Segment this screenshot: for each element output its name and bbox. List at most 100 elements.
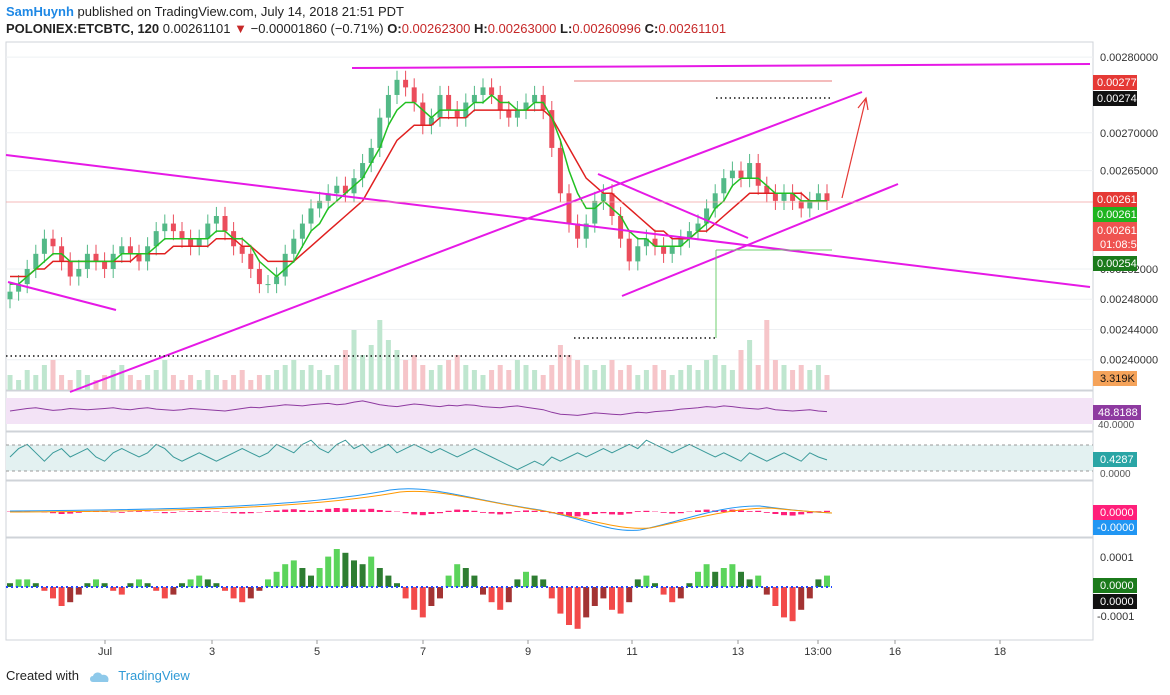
histogram-bar <box>204 579 211 587</box>
time-tick-label: 16 <box>889 646 901 658</box>
volume-bar <box>669 375 675 390</box>
histogram-tick-bottom: -0.0001 <box>1097 611 1134 623</box>
candle-body <box>514 110 520 118</box>
histogram-bar <box>419 587 426 618</box>
macd-bar <box>402 512 409 514</box>
candle-body <box>265 284 271 286</box>
candle-body <box>420 102 426 126</box>
histogram-bar <box>566 587 572 625</box>
histogram-bar <box>299 568 306 587</box>
histogram-bar <box>548 587 555 599</box>
author-name[interactable]: SamHuynh <box>6 4 74 19</box>
histogram-bar <box>411 587 418 610</box>
histogram-bar <box>230 587 237 599</box>
volume-bar <box>609 360 615 390</box>
candle-body <box>205 223 211 239</box>
descending-trendline[interactable] <box>5 154 1091 288</box>
volume-bar <box>377 320 383 390</box>
histogram-bar <box>531 575 538 587</box>
histogram-bar <box>32 583 39 587</box>
price-tick-label: 0.00270000 <box>1100 128 1158 140</box>
volume-bar <box>747 340 753 390</box>
drawings[interactable] <box>5 63 1093 393</box>
candle-body <box>557 147 563 194</box>
resistance-line[interactable] <box>351 63 1091 69</box>
volume-bar <box>7 375 13 390</box>
volume-bar <box>721 365 727 390</box>
histogram-bar <box>686 583 693 587</box>
projection-arrow[interactable] <box>841 97 867 199</box>
ascending-trendline[interactable] <box>69 91 863 393</box>
histogram-bar <box>247 587 254 599</box>
candle-body <box>712 193 718 209</box>
tag-slow-ma: 0.00261500 <box>1097 194 1155 206</box>
histogram-bar <box>643 575 650 587</box>
candle-body <box>403 79 409 88</box>
macd-bar <box>67 512 74 514</box>
volume-bar <box>256 375 262 390</box>
time-axis[interactable]: Jul 3 5 7 9 11 13 13:00 16 18 <box>98 640 1006 658</box>
macd-bar <box>815 511 822 512</box>
macd-bar <box>781 512 787 516</box>
volume-bar <box>635 375 641 390</box>
short-trendline[interactable] <box>7 281 117 311</box>
volume-bar <box>127 375 133 390</box>
macd-bar <box>376 510 383 512</box>
candle-body <box>162 223 168 232</box>
macd-bar <box>540 511 547 512</box>
macd-bar <box>471 510 478 512</box>
candle-body <box>239 246 245 254</box>
candle-body <box>609 193 615 216</box>
open-label: O: <box>387 21 402 36</box>
volume-bar <box>575 360 581 390</box>
candle-body <box>368 147 374 164</box>
volume-bar <box>420 365 426 390</box>
price-pane <box>5 41 1094 391</box>
candle-body <box>798 200 804 209</box>
tag-bg <box>1093 222 1137 251</box>
histogram-bar <box>136 579 142 587</box>
histogram-bar <box>161 587 168 599</box>
macd-bar <box>488 512 495 514</box>
channel-support-line[interactable] <box>621 183 899 297</box>
volume-bar <box>523 365 529 390</box>
candle-body <box>652 238 658 247</box>
tag-macd: 0.0000 <box>1100 507 1134 519</box>
macd-bar <box>523 510 529 512</box>
macd-signal-line <box>9 490 833 529</box>
candle-body <box>437 94 443 118</box>
candle-body <box>317 200 323 209</box>
volume-bar <box>437 365 443 390</box>
momentum-histogram <box>7 549 830 629</box>
candle-body <box>661 246 667 254</box>
histogram-bar <box>376 568 383 587</box>
macd-line <box>9 488 833 531</box>
volume-bar <box>222 380 228 390</box>
tradingview-brand[interactable]: TradingView <box>118 668 190 683</box>
volume-bar <box>16 380 22 390</box>
chart-canvas[interactable]: 0.002800000.002700000.002650000.00252000… <box>0 0 1170 665</box>
candle-body <box>67 261 73 277</box>
histogram-bar <box>213 583 220 587</box>
fast-ma-line <box>10 94 827 285</box>
volume-bar <box>179 380 185 390</box>
histogram-bar <box>617 587 624 614</box>
macd-bar <box>755 510 762 512</box>
macd-bar <box>196 510 203 512</box>
histogram-bar <box>127 583 134 587</box>
tag-countdown: 01:08:57 <box>1100 239 1143 251</box>
time-tick-label: 5 <box>314 646 320 658</box>
symbol-label: POLONIEX:ETCBTC, 120 <box>6 21 160 36</box>
open-value: 0.00262300 <box>401 21 471 36</box>
macd-bar <box>617 512 624 515</box>
candle-body <box>428 117 434 126</box>
tag-bg <box>1093 452 1137 467</box>
macd-bar <box>531 510 538 512</box>
time-tick-label: 9 <box>525 646 531 658</box>
candle-body <box>523 102 529 111</box>
macd-bar <box>118 512 125 513</box>
volume-bar <box>480 375 486 390</box>
candle-body <box>489 87 495 95</box>
histogram-bar <box>815 579 822 587</box>
channel-inner-line[interactable] <box>597 173 749 239</box>
